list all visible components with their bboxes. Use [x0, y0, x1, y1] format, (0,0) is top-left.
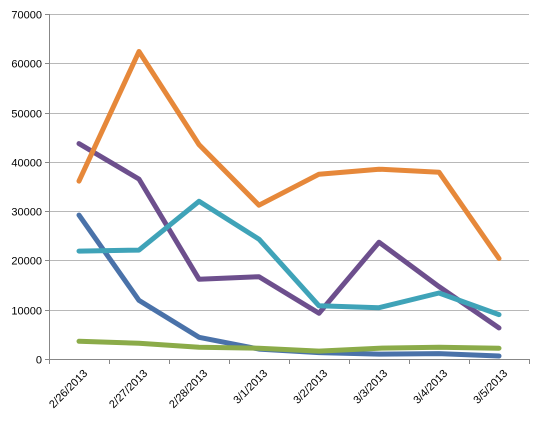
series-line-2	[76, 338, 502, 354]
y-tick-labels: 0 10000 20000 30000 40000 50000 60000 70000	[11, 10, 42, 367]
series-line-4	[76, 198, 502, 318]
x-tick-label: 2/27/2013	[107, 368, 150, 411]
x-tick-label: 3/4/2013	[411, 368, 450, 407]
y-tick-label: 10000	[11, 306, 42, 318]
y-tick-label: 0	[36, 355, 42, 367]
y-tick-label: 70000	[11, 10, 42, 22]
x-tick-label: 2/28/2013	[167, 368, 210, 411]
series-line-5	[76, 49, 502, 261]
axes	[45, 14, 530, 364]
x-tick-label: 3/2/2013	[291, 368, 330, 407]
y-tick-label: 30000	[11, 207, 42, 219]
y-tick-label: 40000	[11, 158, 42, 170]
x-tick-labels: 2/26/2013 2/27/2013 2/28/2013 3/1/2013 3/2/2…	[47, 368, 510, 411]
y-tick-label: 60000	[11, 59, 42, 71]
y-tick-label: 50000	[11, 109, 42, 121]
y-tick-label: 20000	[11, 256, 42, 268]
x-tick-label: 2/26/2013	[47, 368, 90, 411]
gridlines	[49, 14, 529, 311]
series-lines	[76, 49, 502, 359]
x-tick-label: 3/3/2013	[351, 368, 390, 407]
x-tick-label: 3/5/2013	[471, 368, 510, 407]
x-tick-label: 3/1/2013	[231, 368, 270, 407]
series-line-3	[76, 141, 502, 331]
